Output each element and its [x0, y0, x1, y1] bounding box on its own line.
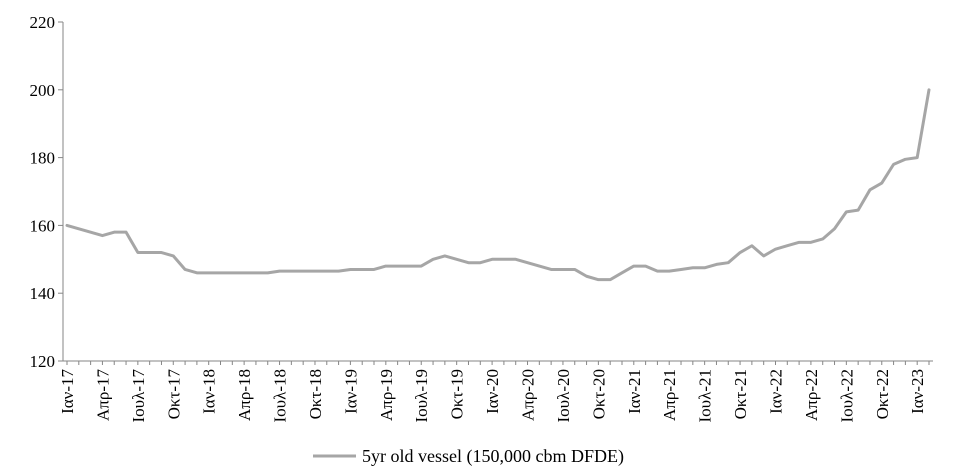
x-tick-label: Ιαν-20 [483, 369, 502, 414]
x-tick-label: Απρ-19 [377, 369, 396, 421]
x-tick-label: Ιαν-19 [341, 369, 360, 414]
x-tick-label: Οκτ-20 [589, 369, 608, 419]
x-tick-label: Απρ-18 [235, 369, 254, 421]
series-line [65, 88, 931, 282]
x-tick-label: Οκτ-17 [164, 369, 183, 420]
x-tick-label: Ιουλ-18 [271, 369, 290, 422]
x-tick-label: Οκτ-18 [306, 369, 325, 419]
x-tick-label: Οκτ-22 [873, 369, 892, 419]
x-tick-label: Οκτ-19 [448, 369, 467, 419]
y-tick-label: 160 [30, 216, 56, 235]
x-tick-label: Ιαν-18 [200, 369, 219, 414]
y-axis: 120 140 160 180 200 220 [30, 13, 64, 371]
x-tick-label: Απρ-20 [519, 369, 538, 421]
x-tick-label: Απρ-17 [93, 369, 112, 422]
y-tick-label: 140 [30, 284, 56, 303]
x-tick-label: Ιουλ-17 [129, 369, 148, 423]
x-tick-label: Ιαν-21 [625, 369, 644, 414]
legend: 5yr old vessel (150,000 cbm DFDE) [313, 446, 624, 467]
y-tick-label: 180 [30, 149, 56, 168]
x-tick-label: Ιουλ-21 [696, 369, 715, 422]
x-tick-label: Ιουλ-22 [837, 369, 856, 422]
x-tick-label: Απρ-21 [660, 369, 679, 421]
y-tick-label: 200 [30, 81, 56, 100]
series-lines [65, 88, 931, 282]
x-tick-label: Ιαν-17 [58, 369, 77, 414]
y-tick-label: 220 [30, 13, 56, 32]
x-axis: Ιαν-17 Απρ-17 Ιουλ-17 Οκτ-17 Ιαν-18 Απρ-18 Ιου… [58, 360, 933, 423]
legend-label: 5yr old vessel (150,000 cbm DFDE) [362, 446, 624, 467]
x-tick-label: Ιουλ-19 [412, 369, 431, 422]
x-tick-label: Ιαν-23 [908, 369, 927, 414]
x-tick-label: Απρ-22 [802, 369, 821, 421]
x-tick-label: Ιαν-22 [766, 369, 785, 414]
x-tick-label: Ιουλ-20 [554, 369, 573, 422]
y-tick-label: 120 [30, 352, 56, 371]
x-tick-label: Οκτ-21 [731, 369, 750, 419]
